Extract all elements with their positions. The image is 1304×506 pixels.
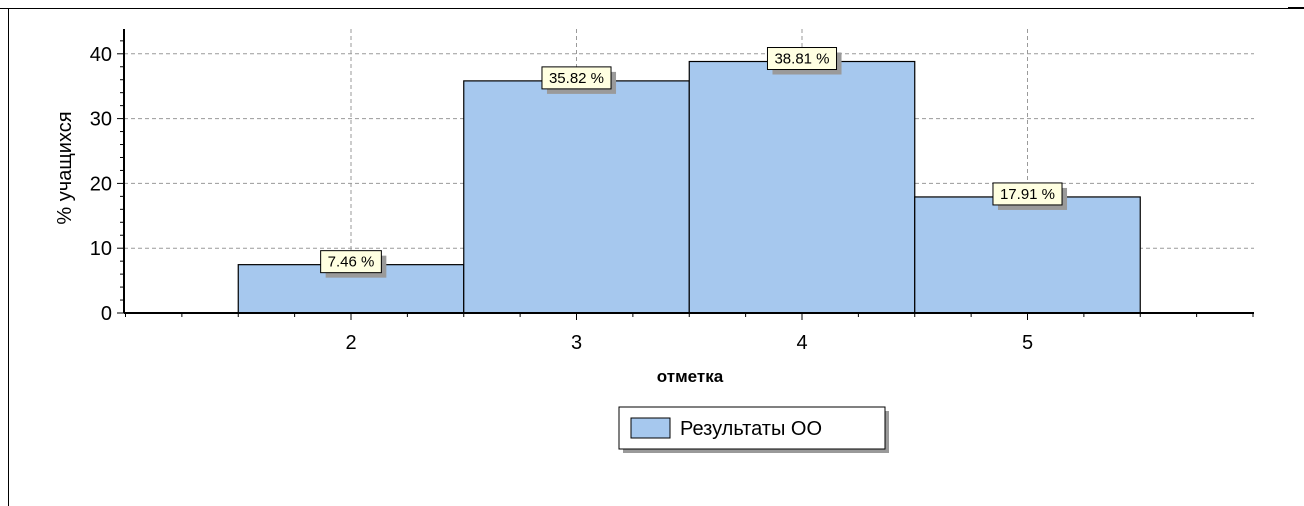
bar — [688, 60, 916, 314]
x-tick-label: 2 — [345, 332, 356, 354]
data-label: 35.82 % — [549, 70, 604, 87]
data-label: 17.91 % — [1000, 186, 1055, 203]
legend-swatch — [630, 417, 671, 439]
x-tick-label: 3 — [571, 332, 582, 354]
data-label-box — [766, 47, 838, 71]
data-label-box — [320, 250, 382, 274]
bar — [463, 80, 690, 314]
x-tick-label: 4 — [796, 332, 807, 354]
x-tick-labels: 2 3 4 5 — [345, 332, 1033, 354]
bars — [237, 60, 1141, 314]
bar — [914, 196, 1141, 314]
data-label-box — [992, 182, 1063, 206]
y-tick-label: 20 — [90, 173, 112, 195]
y-tick-label: 40 — [90, 44, 112, 66]
frame-top-right-border — [1288, 7, 1304, 9]
y-tick-label: 0 — [101, 303, 112, 325]
legend-label: Результаты ОО — [680, 418, 822, 440]
frame-top-border — [0, 8, 1288, 9]
x-tick-label: 5 — [1022, 332, 1033, 354]
y-tick-label: 30 — [90, 109, 112, 131]
data-label: 7.46 % — [328, 254, 375, 271]
y-axis-label: % учащихся — [54, 111, 76, 224]
frame-left-border — [8, 8, 9, 506]
data-labels: 7.46 % 35.82 % 38.81 % 17.91 % — [320, 47, 1068, 278]
y-tick-label: 10 — [90, 238, 112, 260]
data-label-box — [541, 66, 612, 90]
data-label: 38.81 % — [774, 51, 829, 68]
legend: Результаты ОО — [618, 406, 889, 453]
axes — [117, 29, 1254, 320]
x-axis-label: отметка — [657, 367, 724, 386]
y-tick-labels: 0 10 20 30 40 — [90, 44, 112, 325]
